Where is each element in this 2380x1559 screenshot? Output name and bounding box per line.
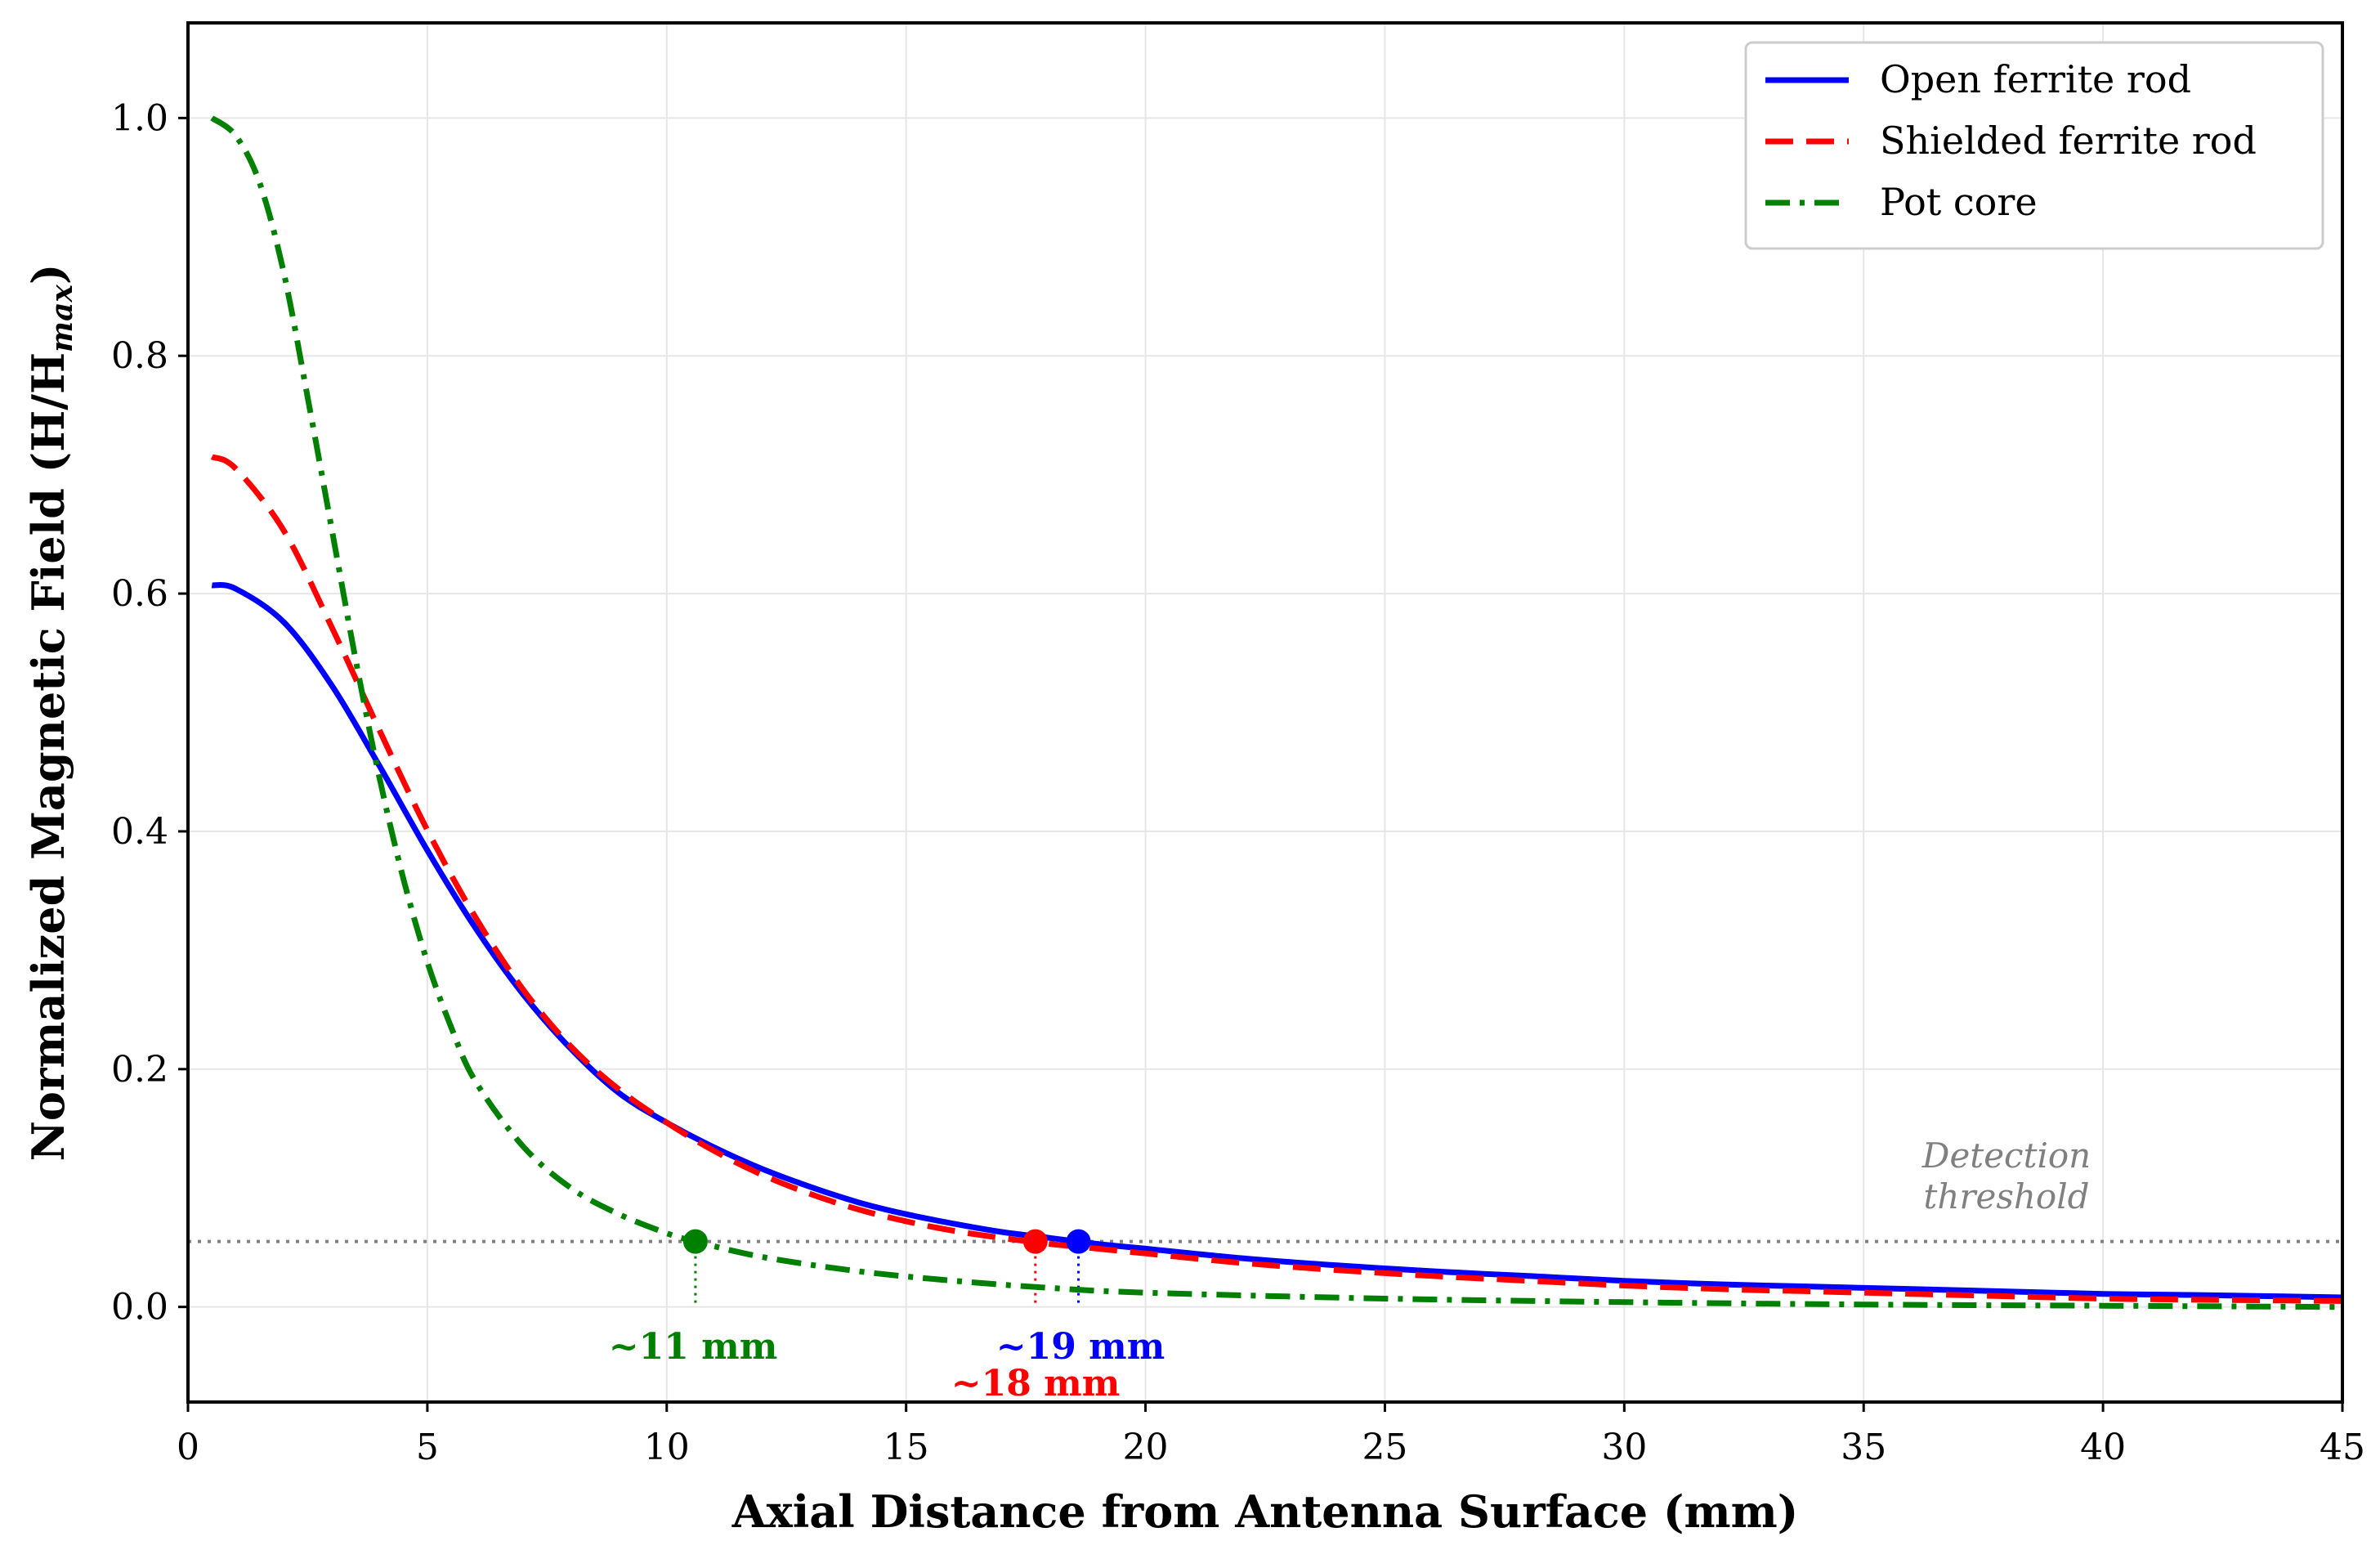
x-tick-label: 5	[416, 1427, 439, 1468]
x-tick-label: 35	[1841, 1427, 1886, 1468]
x-axis-label: Axial Distance from Antenna Surface (mm)	[731, 1485, 1799, 1538]
crossing-label: ~18 mm	[951, 1363, 1121, 1404]
x-axis-ticks: 0 5 10 15 20 25 30 35 40 45	[177, 1402, 2365, 1468]
open-ferrite-rod-line	[211, 582, 2343, 1301]
x-tick-label: 25	[1362, 1427, 1407, 1468]
shielded-ferrite-rod-line	[210, 454, 2343, 1304]
legend-box	[1744, 41, 2324, 250]
legend: Open ferrite rod Shielded ferrite rod Pot …	[1744, 41, 2324, 250]
x-tick-label: 30	[1601, 1427, 1647, 1468]
y-axis-label-close: )	[22, 264, 74, 285]
y-tick-label: 1.0	[111, 97, 168, 139]
crossing-markers: ~11 mm ~18 mm~19 mm	[609, 1229, 1165, 1404]
crossing-label: ~11 mm	[609, 1326, 778, 1368]
x-tick-label: 40	[2080, 1427, 2126, 1468]
crossing-marker	[1066, 1229, 1091, 1254]
y-axis-label-subscript: max	[45, 284, 79, 352]
y-axis-label-main: Normalized Magnetic Field (H/H	[22, 352, 74, 1161]
x-tick-label: 45	[2320, 1427, 2365, 1468]
y-tick-label: 0.8	[111, 335, 168, 377]
x-tick-label: 10	[644, 1427, 690, 1468]
x-tick-label: 0	[177, 1427, 199, 1468]
legend-label: Open ferrite rod	[1880, 57, 2191, 101]
y-axis-ticks: 0.0 0.2 0.4 0.6 0.8 1.0	[111, 97, 188, 1328]
plot-frame	[186, 21, 2344, 1404]
y-tick-label: 0.0	[111, 1287, 168, 1328]
threshold-label-line1: Detection	[1921, 1136, 2091, 1176]
crossing-marker	[682, 1229, 708, 1254]
y-tick-label: 0.2	[111, 1049, 168, 1091]
crossing-label: ~19 mm	[996, 1326, 1165, 1368]
crossing-marker	[1022, 1229, 1048, 1254]
y-axis-label: Normalized Magnetic Field (H/Hmax)	[22, 264, 79, 1162]
x-tick-label: 20	[1123, 1427, 1169, 1468]
legend-label: Shielded ferrite rod	[1880, 119, 2257, 163]
legend-label: Pot core	[1880, 180, 2038, 224]
pot-core-line	[210, 115, 2343, 1310]
threshold-label-line2: threshold	[1923, 1176, 2089, 1216]
series-lines	[210, 115, 2343, 1310]
x-tick-label: 15	[884, 1427, 929, 1468]
y-tick-label: 0.6	[111, 573, 168, 615]
y-tick-label: 0.4	[111, 811, 168, 853]
